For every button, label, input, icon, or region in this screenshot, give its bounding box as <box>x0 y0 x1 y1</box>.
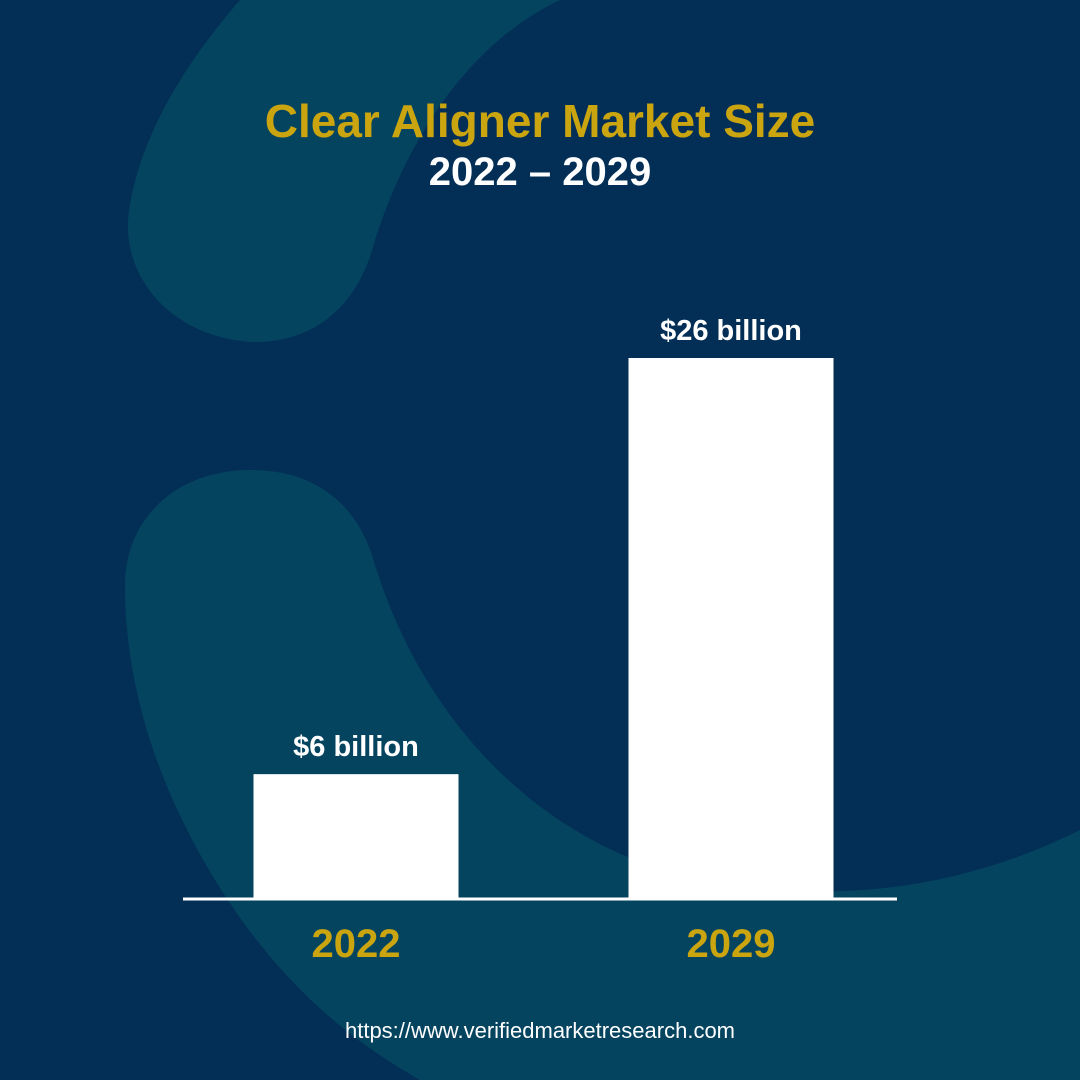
category-label-2029: 2029 <box>687 922 776 966</box>
background-arc-bottom <box>0 470 1080 1080</box>
bar-2029 <box>628 358 834 899</box>
category-label-2022: 2022 <box>312 922 401 966</box>
source-url[interactable]: https://www.verifiedmarketresearch.com <box>344 1018 736 1043</box>
chart-title: Clear Aligner Market Size <box>264 95 816 147</box>
value-label-2022: $6 billion <box>293 731 419 763</box>
background-arc-top <box>127 0 561 342</box>
bar-2022 <box>253 774 459 899</box>
chart-subtitle: 2022 – 2029 <box>428 150 652 194</box>
value-label-2029: $26 billion <box>660 315 802 347</box>
